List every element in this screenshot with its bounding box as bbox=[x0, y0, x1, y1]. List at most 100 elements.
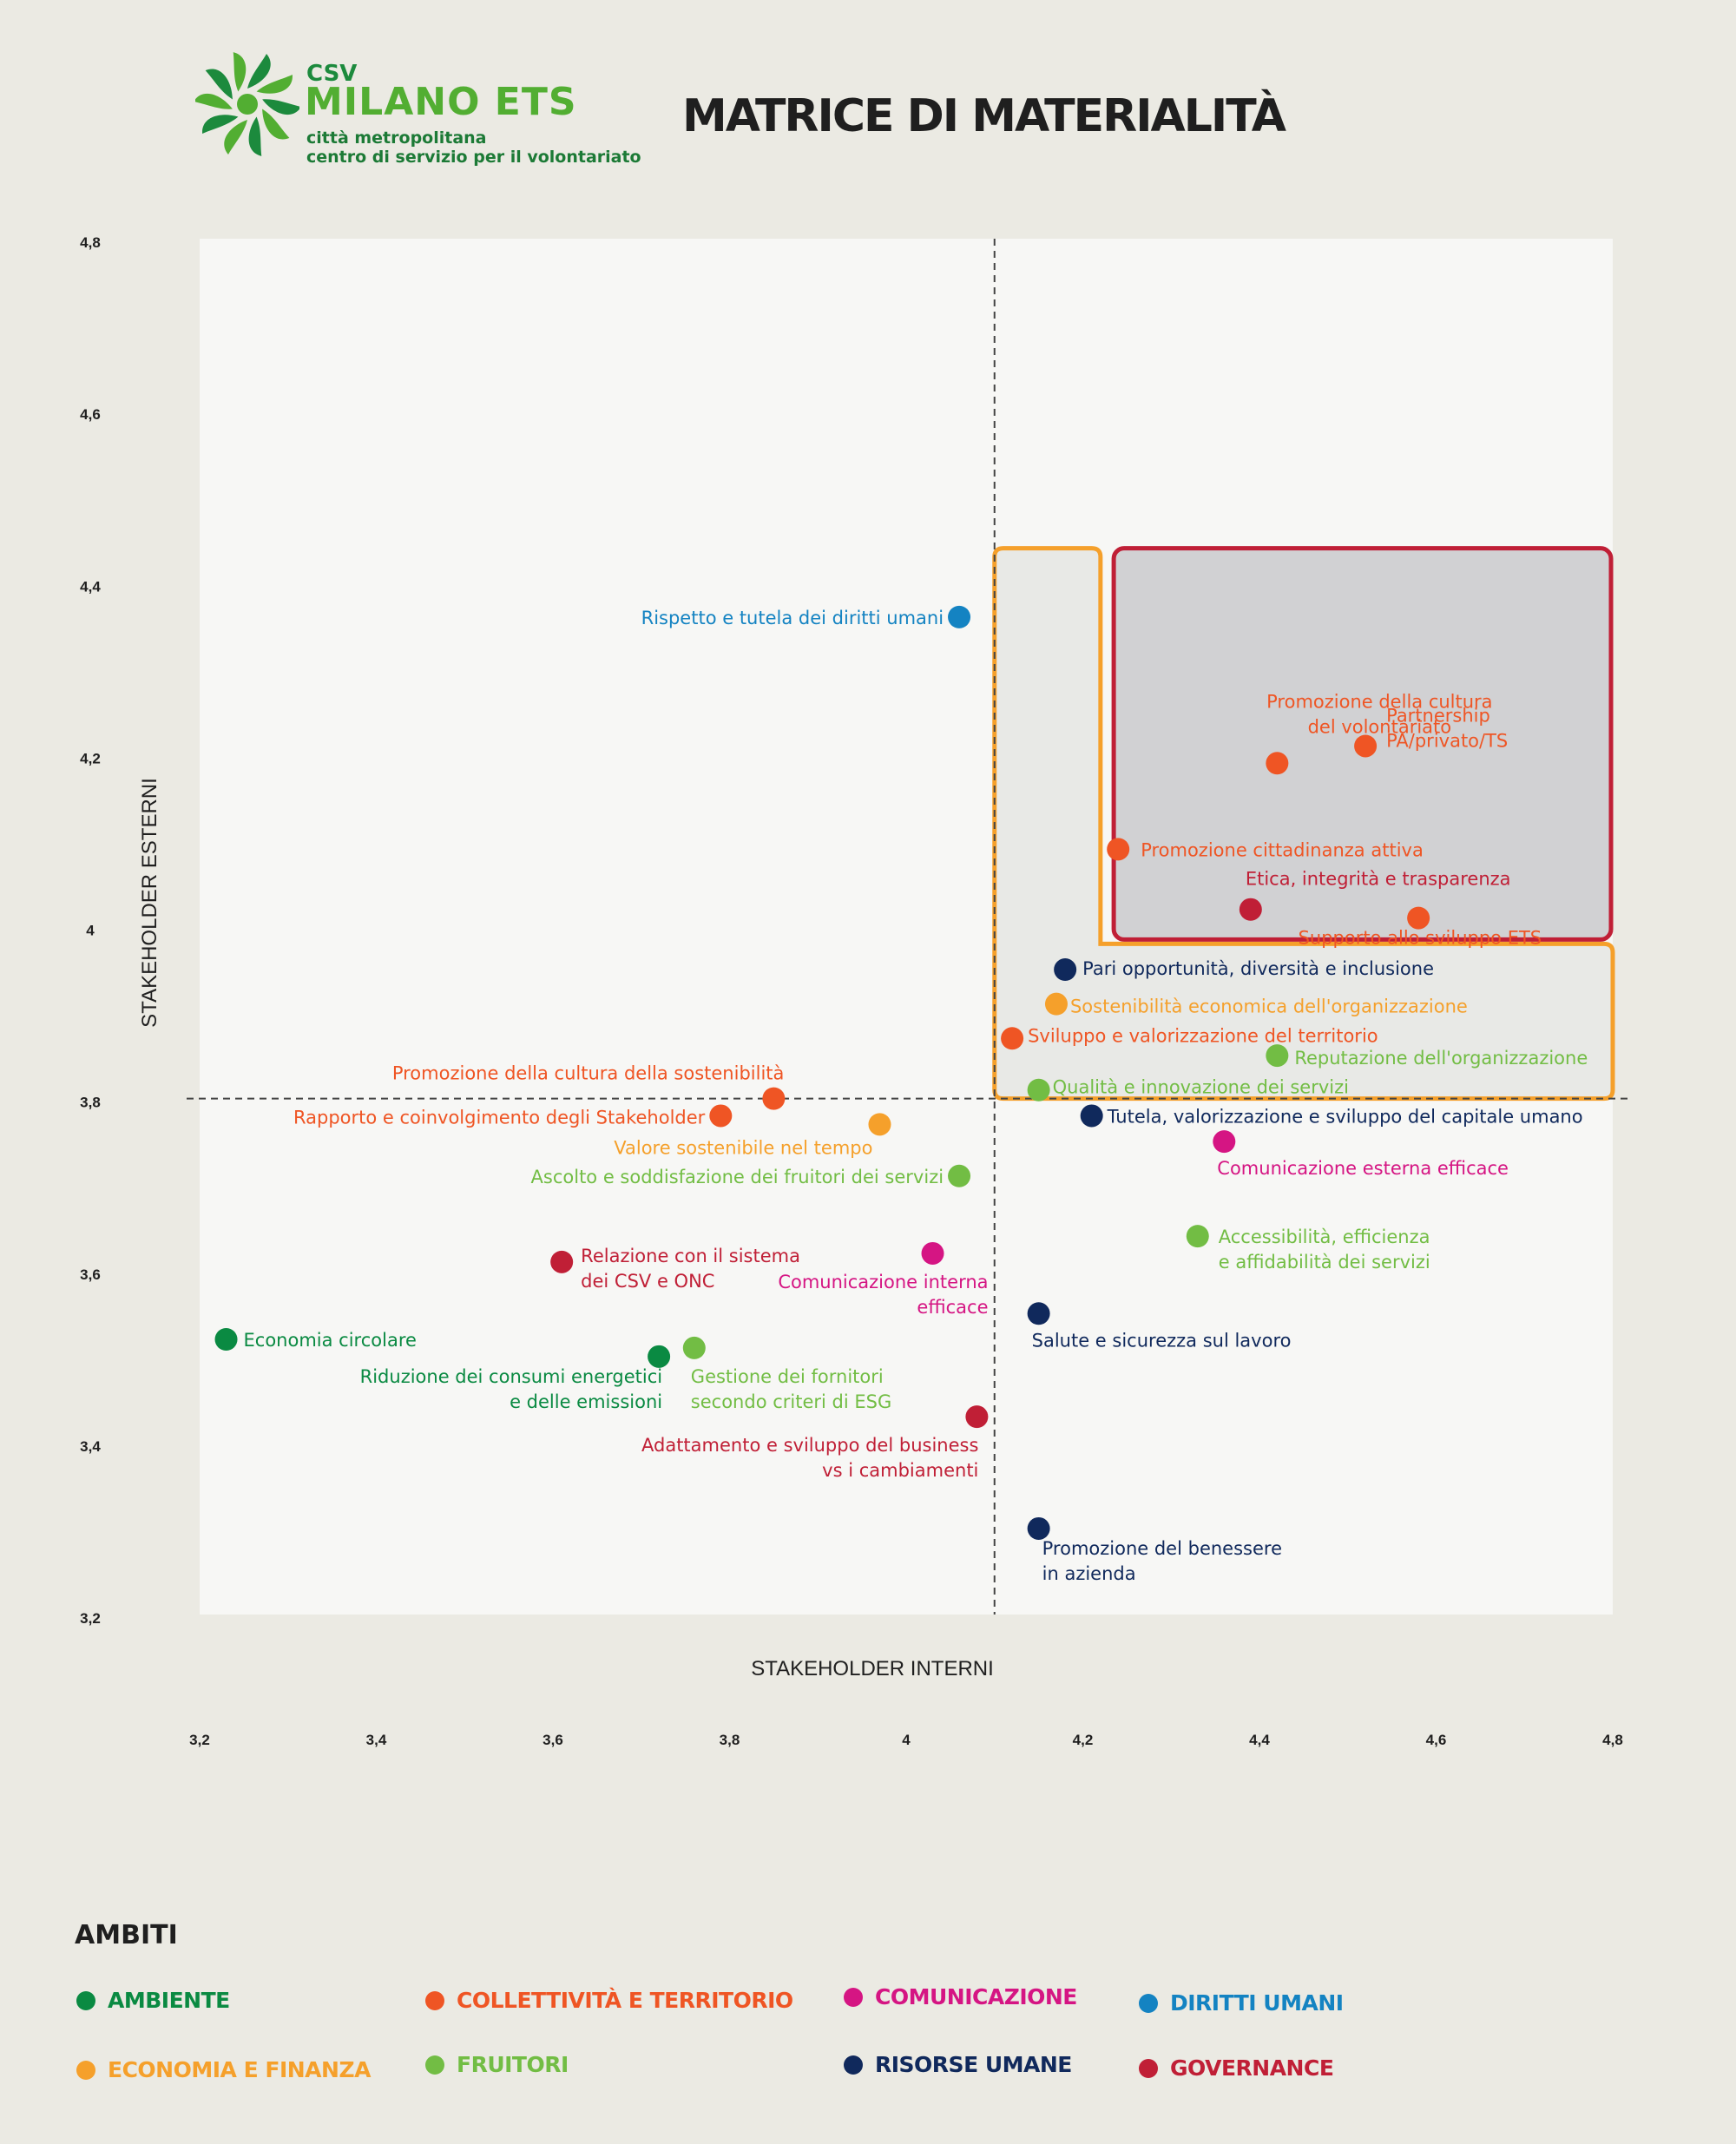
legend-label: ECONOMIA E FINANZA bbox=[108, 2057, 371, 2082]
data-point-label: Promozione della cultura bbox=[1266, 691, 1492, 712]
legend-label: RISORSE UMANE bbox=[875, 2052, 1072, 2077]
data-point-label: Promozione del benessere bbox=[1042, 1538, 1282, 1559]
legend-dot-icon bbox=[76, 2060, 95, 2080]
y-axis-label: STAKEHOLDER ESTERNI bbox=[138, 778, 161, 1028]
x-tick-label: 3,8 bbox=[720, 1732, 740, 1748]
data-point bbox=[1186, 1225, 1209, 1248]
data-point-label: Ascolto e soddisfazione dei fruitori dei… bbox=[531, 1167, 944, 1187]
y-tick-label: 4 bbox=[86, 923, 95, 939]
data-point-label: Pari opportunità, diversità e inclusione bbox=[1082, 958, 1434, 979]
data-point bbox=[948, 1164, 971, 1187]
data-point-label: Rispetto e tutela dei diritti umani bbox=[641, 608, 944, 628]
legend-item: ECONOMIA E FINANZA bbox=[76, 2057, 371, 2082]
y-tick-label: 3,6 bbox=[80, 1266, 101, 1283]
logo: CSV MILANO ETS città metropolitana centr… bbox=[195, 52, 641, 174]
data-point bbox=[921, 1241, 944, 1265]
x-tick-label: 3,2 bbox=[189, 1732, 210, 1748]
data-point-label: Comunicazione esterna efficace bbox=[1217, 1158, 1509, 1179]
x-tick-label: 4,8 bbox=[1602, 1732, 1623, 1748]
x-tick-label: 3,4 bbox=[366, 1732, 387, 1748]
data-point bbox=[948, 605, 971, 628]
data-point-label: Riduzione dei consumi energetici bbox=[360, 1366, 662, 1387]
data-point bbox=[1027, 1078, 1050, 1102]
data-point bbox=[965, 1405, 989, 1429]
data-point-label: Valore sostenibile nel tempo bbox=[614, 1137, 872, 1158]
data-point bbox=[1054, 958, 1077, 982]
legend-label: FRUITORI bbox=[457, 2052, 569, 2077]
logo-petal bbox=[195, 93, 233, 109]
legend-label: DIRITTI UMANI bbox=[1170, 1990, 1344, 2016]
x-tick-label: 4,6 bbox=[1426, 1732, 1447, 1748]
logo-flower-icon bbox=[195, 52, 299, 156]
data-point bbox=[1266, 752, 1289, 775]
x-tick-label: 3,6 bbox=[542, 1732, 563, 1748]
logo-petal bbox=[247, 54, 271, 89]
data-point-label: Relazione con il sistema bbox=[581, 1246, 800, 1266]
logo-petal bbox=[262, 109, 290, 140]
data-point bbox=[1001, 1027, 1024, 1050]
legend-item: COLLETTIVITÀ E TERRITORIO bbox=[425, 1988, 793, 2013]
legend-label: GOVERNANCE bbox=[1170, 2055, 1334, 2081]
data-point-label: PA/privato/TS bbox=[1386, 730, 1508, 751]
data-point-label: e delle emissioni bbox=[510, 1391, 662, 1412]
data-point bbox=[1027, 1302, 1050, 1325]
data-point-label: Economia circolare bbox=[244, 1330, 417, 1351]
logo-petal bbox=[202, 115, 239, 134]
data-point bbox=[682, 1336, 706, 1359]
data-point-label: Qualità e innovazione dei servizi bbox=[1053, 1077, 1349, 1098]
legend-dot-icon bbox=[1139, 1993, 1158, 2013]
y-tick-label: 4,8 bbox=[80, 234, 101, 251]
data-point bbox=[550, 1250, 574, 1273]
legend-item: AMBIENTE bbox=[76, 1988, 230, 2013]
logo-top-text: CSV bbox=[306, 61, 358, 87]
data-point-label: Adattamento e sviluppo del business bbox=[641, 1435, 978, 1456]
legend-label: COMUNICAZIONE bbox=[875, 1984, 1077, 2009]
logo-petal bbox=[205, 69, 233, 100]
x-tick-label: 4,2 bbox=[1073, 1732, 1094, 1748]
logo-petal bbox=[256, 75, 293, 94]
logo-line1: città metropolitana bbox=[306, 128, 487, 148]
data-point-label: vs i cambiamenti bbox=[822, 1460, 978, 1481]
data-point bbox=[214, 1328, 238, 1351]
y-tick-label: 3,8 bbox=[80, 1095, 101, 1111]
data-point bbox=[1027, 1516, 1050, 1540]
data-point bbox=[1044, 992, 1068, 1016]
data-point bbox=[1266, 1044, 1289, 1068]
data-point-label: Salute e sicurezza sul lavoro bbox=[1032, 1330, 1292, 1351]
y-tick-label: 3,4 bbox=[80, 1438, 101, 1455]
legend-dot-icon bbox=[1139, 2058, 1158, 2078]
legend-dot-icon bbox=[425, 2055, 444, 2075]
data-point bbox=[762, 1087, 786, 1110]
logo-petal bbox=[262, 99, 299, 115]
legend-item: DIRITTI UMANI bbox=[1139, 1990, 1344, 2016]
logo-line2: centro di servizio per il volontariato bbox=[306, 148, 641, 167]
data-point bbox=[1080, 1104, 1103, 1128]
y-tick-label: 3,2 bbox=[80, 1610, 101, 1627]
data-point-label: Accessibilità, efficienza bbox=[1219, 1227, 1430, 1247]
logo-petal bbox=[248, 116, 262, 156]
data-point-label: efficace bbox=[917, 1297, 988, 1318]
data-point-label: Comunicazione interna bbox=[778, 1272, 988, 1292]
data-point-label: dei CSV e ONC bbox=[581, 1271, 714, 1292]
y-tick-label: 4,2 bbox=[80, 750, 101, 766]
legend-label: AMBIENTE bbox=[108, 1988, 230, 2013]
data-point-label: Etica, integrità e trasparenza bbox=[1246, 869, 1511, 890]
data-point-label: Gestione dei fornitori bbox=[691, 1366, 884, 1387]
data-point-label: Tutela, valorizzazione e sviluppo del ca… bbox=[1107, 1106, 1583, 1127]
data-point-label: Supporto allo sviluppo ETS bbox=[1299, 928, 1542, 949]
legend-item: GOVERNANCE bbox=[1139, 2055, 1334, 2081]
data-point-label: e affidabilità dei servizi bbox=[1219, 1252, 1430, 1273]
y-tick-label: 4,6 bbox=[80, 406, 101, 423]
data-point-label: secondo criteri di ESG bbox=[691, 1391, 891, 1412]
legend-dot-icon bbox=[844, 2055, 863, 2075]
legend-dot-icon bbox=[425, 1990, 444, 2010]
legend-title: AMBITI bbox=[75, 1920, 178, 1950]
data-point bbox=[868, 1113, 891, 1136]
data-point-label: in azienda bbox=[1042, 1563, 1136, 1584]
data-point bbox=[1213, 1130, 1236, 1154]
legend-dot-icon bbox=[76, 1990, 95, 2010]
legend-item: COMUNICAZIONE bbox=[844, 1984, 1077, 2009]
data-point-label: del volontariato bbox=[1308, 716, 1452, 737]
data-point bbox=[1107, 838, 1130, 861]
x-tick-label: 4 bbox=[902, 1732, 911, 1748]
